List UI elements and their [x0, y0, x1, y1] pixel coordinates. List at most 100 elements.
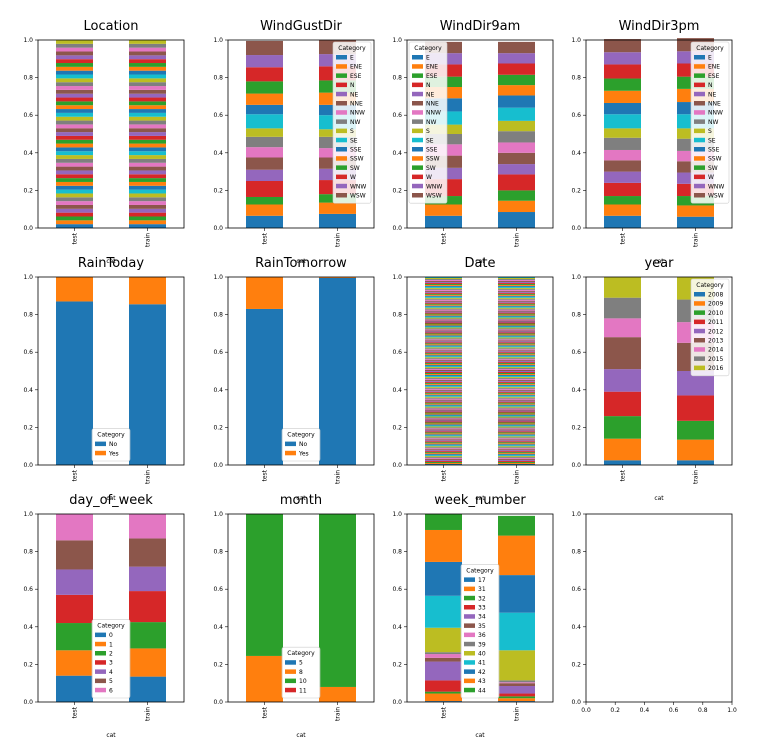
- legend-label: 31: [478, 586, 486, 593]
- x-tick-label: 0.0: [581, 707, 591, 714]
- bar-segment: [425, 435, 462, 437]
- bar-segment: [56, 124, 93, 129]
- bar-segment: [425, 350, 462, 352]
- bar-segment: [56, 185, 93, 190]
- bar-segment: [425, 305, 462, 307]
- bar-segment: [246, 308, 283, 465]
- y-tick-label: 0.2: [571, 187, 581, 194]
- y-tick-label: 0.6: [392, 112, 402, 119]
- bar-segment: [56, 675, 93, 702]
- bar-segment: [425, 390, 462, 392]
- x-axis-label: cat: [296, 732, 306, 739]
- bar-segment: [129, 66, 166, 71]
- legend-label: 1: [109, 641, 113, 648]
- bar-segment: [129, 676, 166, 702]
- bar-segment: [56, 540, 93, 570]
- bar-segment: [246, 196, 283, 205]
- bar-segment: [425, 344, 462, 346]
- bar-segment: [56, 139, 93, 144]
- x-tick-label: train: [514, 233, 521, 247]
- legend-label: WNW: [350, 183, 366, 190]
- bar-segment: [425, 529, 462, 562]
- bar-segment: [425, 654, 462, 658]
- bar-segment: [56, 197, 93, 202]
- bar-segment: [56, 166, 93, 171]
- x-tick-label: 0.2: [610, 707, 620, 714]
- bar-segment: [246, 136, 283, 148]
- bar-segment: [425, 358, 462, 360]
- bar-segment: [129, 189, 166, 194]
- bar-segment: [604, 52, 641, 65]
- legend-swatch: [336, 147, 347, 152]
- bar-segment: [129, 74, 166, 79]
- bar-segment: [425, 332, 462, 334]
- bar-segment: [498, 142, 535, 153]
- axes-frame: [585, 276, 733, 466]
- bar-segment: [498, 455, 535, 457]
- bar-segment: [498, 312, 535, 314]
- bar-segment: [425, 429, 462, 431]
- bar-segment: [498, 369, 535, 371]
- bar-segment: [425, 302, 462, 304]
- legend-swatch: [464, 632, 475, 638]
- legend-swatch: [464, 641, 475, 647]
- bar-segment: [498, 402, 535, 404]
- bar-segment: [498, 462, 535, 464]
- legend-label: S: [708, 128, 712, 135]
- bar-segment: [425, 320, 462, 322]
- y-tick-label: 0.0: [392, 462, 402, 469]
- bar-segment: [425, 313, 462, 315]
- bar-segment: [56, 128, 93, 133]
- legend-label: 36: [478, 632, 486, 639]
- bar-segment: [498, 288, 535, 290]
- bar-segment: [56, 89, 93, 94]
- bar-segment: [498, 305, 535, 307]
- bar-segment: [129, 648, 166, 677]
- legend-swatch: [412, 91, 423, 97]
- legend: Category No Yes: [281, 428, 321, 462]
- bar-segment: [498, 384, 535, 386]
- bar-segment: [425, 383, 462, 385]
- bar-segment: [498, 320, 535, 322]
- bar-segment: [246, 147, 283, 158]
- legend-swatch: [694, 110, 705, 115]
- bar-segment: [677, 205, 714, 217]
- bar-segment: [498, 284, 535, 286]
- y-tick-label: 0.2: [571, 424, 581, 431]
- bar-segment: [56, 101, 93, 106]
- x-tick-label: test: [72, 706, 79, 718]
- bar-segment: [498, 413, 535, 415]
- bar-segment: [498, 364, 535, 366]
- bar-segment: [129, 120, 166, 125]
- legend-label: NW: [708, 119, 718, 126]
- bar-segment: [498, 309, 535, 311]
- bar-segment: [425, 693, 462, 702]
- bar-segment: [129, 109, 166, 113]
- bar-segment: [498, 315, 535, 317]
- bar-segment: [129, 93, 166, 98]
- bar-segment: [425, 457, 462, 459]
- bar-segment: [604, 204, 641, 216]
- bar-segment: [425, 422, 462, 424]
- bar-segment: [425, 371, 462, 373]
- y-tick-label: 0.6: [213, 349, 223, 356]
- legend-swatch: [694, 338, 705, 343]
- bar-segment: [498, 435, 535, 437]
- bar-segment: [425, 438, 462, 440]
- legend-label: NW: [426, 119, 436, 126]
- bar-segment: [129, 514, 166, 539]
- bar-segment: [498, 680, 535, 683]
- legend-label: 2012: [708, 328, 723, 335]
- legend-label: 2008: [708, 292, 723, 299]
- bar-segment: [425, 317, 462, 319]
- bar-segment: [129, 101, 166, 106]
- x-tick-label: 0.6: [669, 707, 679, 714]
- bar-segment: [129, 566, 166, 592]
- bar-segment: [425, 446, 462, 448]
- bar-segment: [604, 369, 641, 392]
- x-tick-label: test: [441, 232, 448, 244]
- bar-segment: [129, 201, 166, 205]
- bar-segment: [425, 652, 462, 655]
- x-tick-label: test: [620, 469, 627, 481]
- bar-segment: [129, 128, 166, 133]
